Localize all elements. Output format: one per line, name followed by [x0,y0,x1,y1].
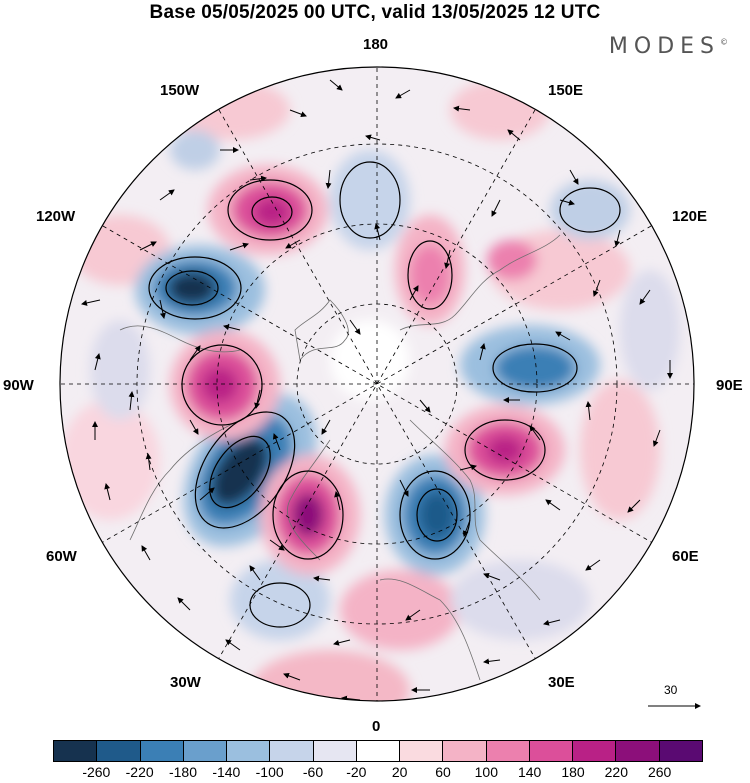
colorbar-swatch [313,741,357,761]
lon-label-150e: 150E [548,82,584,99]
lon-label-30w: 30W [170,674,201,691]
colorbar-swatch [400,741,444,761]
map-boundary [59,66,695,702]
colorbar-swatch [659,741,702,761]
colorbar-swatch [183,741,228,761]
lon-label-60w: 60W [46,548,77,565]
colorbar-swatch [573,741,617,761]
colorbar-tick-label: -140 [212,764,241,780]
lon-label-0: 0 [372,718,381,735]
colorbar-swatch [97,741,141,761]
modes-logo: MODES© [608,34,728,59]
colorbar-tick-label: 20 [391,764,408,780]
colorbar-swatch [140,741,184,761]
colorbar-tick-label: -60 [302,764,324,780]
coastlines [119,234,561,681]
anomaly-field [60,67,694,701]
map-title: Base 05/05/2025 00 UTC, valid 13/05/2025… [149,2,601,23]
colorbar-swatch [227,741,271,761]
colorbar-tick-label: 260 [647,764,672,780]
lon-label-120e: 120E [672,208,708,225]
colorbar-tick-label: 220 [604,764,629,780]
lon-label-150w: 150W [160,82,200,99]
colorbar-swatch [356,741,401,761]
colorbar [53,740,703,762]
colorbar-labels: -260 -220 -180 -140 -100 -60 -20 20 60 100 140 180 2… [0,764,750,782]
lon-label-30e: 30E [548,674,575,691]
graticule [60,67,694,701]
colorbar-tick-label: -100 [255,764,284,780]
lon-label-90e: 90E [716,377,743,394]
colorbar-tick-label: 100 [474,764,499,780]
colorbar-swatch [54,741,98,761]
contour-lines [148,161,621,628]
colorbar-swatch [443,741,487,761]
colorbar-swatch [270,741,314,761]
colorbar-tick-label: 180 [561,764,585,780]
colorbar-swatch [616,741,660,761]
colorbar-swatch [486,741,530,761]
lon-label-180: 180 [363,36,389,53]
lon-label-120w: 120W [36,208,76,225]
colorbar-tick-label: -20 [346,764,367,780]
lon-label-90w: 90W [3,377,34,394]
colorbar-tick-label: 60 [435,764,451,780]
colorbar-swatch [529,741,574,761]
colorbar-tick-label: 140 [517,764,542,780]
colorbar-tick-label: -260 [82,764,111,780]
vector-scale-label: 30 [664,683,678,697]
colorbar-tick-label: -220 [125,764,154,780]
colorbar-tick-label: -180 [168,764,198,780]
wind-vectors [81,79,673,701]
lon-label-60e: 60E [672,548,699,565]
